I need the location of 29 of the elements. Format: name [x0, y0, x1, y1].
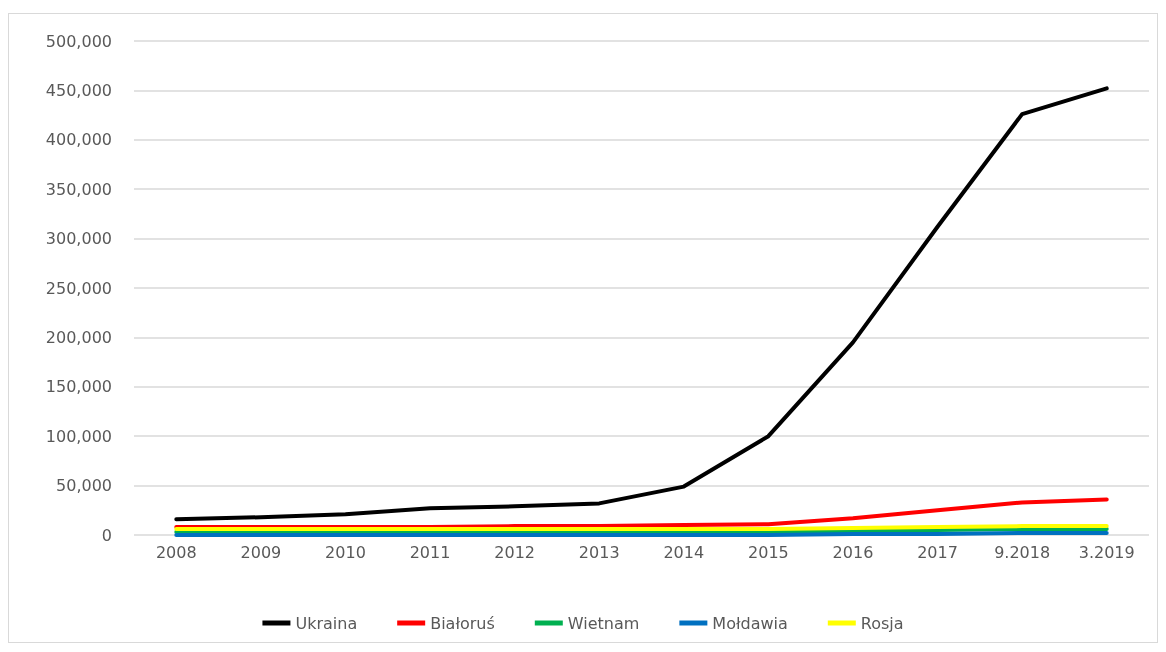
x-tick-label: 2011 [409, 542, 451, 562]
y-tick-label: 250,000 [45, 278, 112, 298]
x-tick-label: 2012 [494, 542, 535, 562]
y-tick-label: 450,000 [45, 80, 112, 100]
x-tick-label: 2009 [240, 542, 282, 562]
y-tick-label: 50,000 [56, 476, 112, 496]
x-tick-label: 2014 [663, 542, 705, 562]
x-tick-label: 3.2019 [1078, 542, 1135, 562]
legend-label: Wietnam [567, 613, 640, 633]
y-tick-label: 100,000 [45, 426, 112, 446]
y-tick-label: 150,000 [45, 377, 112, 397]
x-tick-label: 2008 [155, 542, 197, 562]
line-series [174, 86, 1109, 522]
y-tick-label: 350,000 [45, 179, 112, 199]
x-tick-label: 2010 [325, 542, 366, 562]
legend-label: Mołdawia [712, 613, 788, 633]
y-tick-label: 500,000 [45, 31, 112, 51]
y-tick-label: 400,000 [45, 130, 112, 150]
x-tick-label: 9.2018 [994, 542, 1051, 562]
y-tick-label: 0 [101, 525, 112, 545]
legend-label: Rosja [860, 613, 904, 633]
x-tick-label: 2013 [578, 542, 620, 562]
y-tick-label: 200,000 [45, 327, 112, 347]
x-tick-label: 2015 [748, 542, 789, 562]
legend-label: Białoruś [430, 613, 495, 633]
x-tick-label: 2017 [917, 542, 958, 562]
y-tick-label: 300,000 [45, 229, 112, 249]
legend-label: Ukraina [295, 613, 358, 633]
x-tick-label: 2016 [832, 542, 874, 562]
